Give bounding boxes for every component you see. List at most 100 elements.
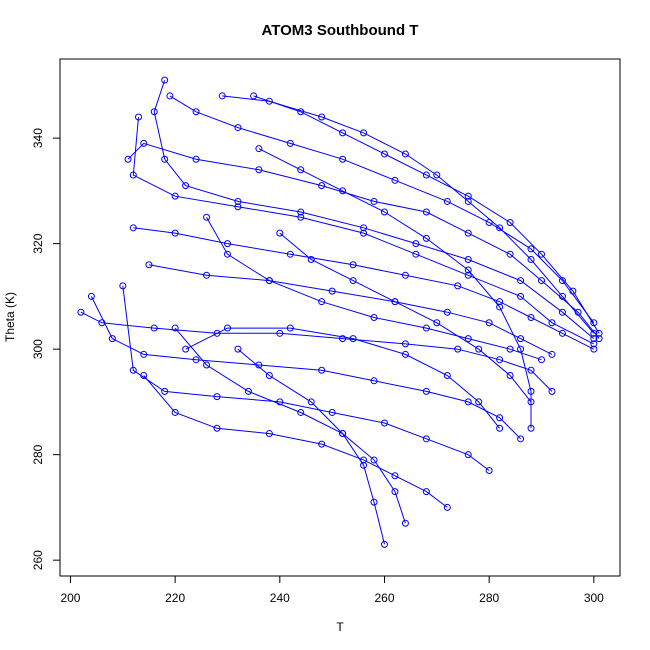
data-point bbox=[422, 488, 430, 496]
data-point bbox=[223, 240, 231, 248]
series-line bbox=[127, 142, 600, 339]
series-line bbox=[132, 116, 595, 345]
data-point bbox=[213, 424, 221, 432]
data-point bbox=[77, 308, 85, 316]
y-tick-label: 260 bbox=[31, 550, 45, 570]
data-point bbox=[307, 398, 315, 406]
data-point bbox=[203, 213, 211, 221]
series-trace bbox=[171, 324, 409, 527]
data-point bbox=[161, 76, 169, 84]
data-point bbox=[171, 324, 179, 332]
data-point bbox=[558, 308, 566, 316]
data-point bbox=[171, 408, 179, 416]
data-point bbox=[161, 155, 169, 163]
data-point bbox=[370, 498, 378, 506]
series-trace bbox=[150, 76, 598, 343]
data-point bbox=[443, 197, 451, 205]
data-point bbox=[527, 387, 535, 395]
data-point bbox=[590, 340, 598, 348]
data-point bbox=[454, 345, 462, 353]
series-trace bbox=[87, 292, 525, 443]
series-trace bbox=[129, 113, 598, 348]
data-point bbox=[171, 229, 179, 237]
data-point bbox=[360, 229, 368, 237]
y-tick-label: 340 bbox=[31, 128, 45, 148]
data-point bbox=[265, 277, 273, 285]
data-point bbox=[182, 182, 190, 190]
data-point bbox=[527, 366, 535, 374]
data-point bbox=[496, 414, 504, 422]
data-point bbox=[192, 356, 200, 364]
data-point bbox=[443, 503, 451, 511]
data-point bbox=[370, 377, 378, 385]
data-point bbox=[244, 387, 252, 395]
data-point bbox=[380, 208, 388, 216]
series-line bbox=[206, 217, 542, 361]
data-point bbox=[297, 208, 305, 216]
data-point bbox=[454, 282, 462, 290]
series-line bbox=[122, 285, 490, 471]
data-point bbox=[496, 424, 504, 432]
data-point bbox=[527, 314, 535, 321]
data-point bbox=[496, 356, 504, 364]
plot-frame bbox=[59, 58, 621, 577]
data-point bbox=[297, 108, 305, 116]
data-point bbox=[506, 372, 514, 380]
series-line bbox=[279, 232, 532, 403]
data-point bbox=[590, 345, 598, 353]
data-point bbox=[218, 92, 226, 100]
x-tick-label: 260 bbox=[374, 591, 394, 605]
data-point bbox=[203, 271, 211, 279]
data-point bbox=[401, 350, 409, 358]
data-point bbox=[318, 366, 326, 374]
data-point bbox=[234, 203, 242, 211]
series-line bbox=[153, 79, 595, 339]
x-tick-label: 280 bbox=[479, 591, 499, 605]
data-point bbox=[401, 150, 409, 158]
data-series bbox=[77, 76, 603, 548]
data-point bbox=[475, 398, 483, 406]
data-point bbox=[443, 372, 451, 380]
data-point bbox=[297, 213, 305, 221]
data-point bbox=[182, 345, 190, 353]
data-point bbox=[464, 197, 472, 205]
series-trace bbox=[218, 92, 598, 337]
data-point bbox=[506, 250, 514, 258]
data-point bbox=[339, 187, 347, 195]
data-point bbox=[527, 424, 535, 432]
data-point bbox=[464, 266, 472, 274]
data-point bbox=[119, 282, 127, 290]
data-point bbox=[129, 366, 137, 374]
series-trace bbox=[77, 308, 556, 395]
x-axis: 200 220 240 260 280 300 bbox=[60, 575, 604, 605]
data-point bbox=[370, 456, 378, 464]
data-point bbox=[192, 155, 200, 163]
series-line bbox=[222, 95, 595, 334]
data-point bbox=[192, 108, 200, 116]
data-point bbox=[318, 298, 326, 306]
data-point bbox=[401, 519, 409, 527]
x-tick-label: 300 bbox=[584, 591, 604, 605]
data-point bbox=[412, 240, 420, 248]
data-point bbox=[485, 319, 493, 327]
series-trace bbox=[140, 372, 451, 511]
x-tick-label: 220 bbox=[165, 591, 185, 605]
data-point bbox=[339, 430, 347, 438]
y-tick-label: 280 bbox=[31, 444, 45, 464]
data-point bbox=[255, 166, 263, 174]
series-trace bbox=[276, 229, 535, 406]
data-point bbox=[517, 435, 525, 443]
data-point bbox=[318, 113, 326, 121]
data-point bbox=[517, 292, 525, 300]
x-tick-label: 240 bbox=[270, 591, 290, 605]
data-point bbox=[537, 356, 545, 364]
data-point bbox=[380, 150, 388, 158]
data-point bbox=[161, 387, 169, 395]
data-point bbox=[391, 298, 399, 306]
data-point bbox=[422, 171, 430, 179]
data-point bbox=[380, 540, 388, 548]
data-point bbox=[360, 129, 368, 137]
data-point bbox=[506, 219, 514, 227]
data-point bbox=[422, 208, 430, 216]
